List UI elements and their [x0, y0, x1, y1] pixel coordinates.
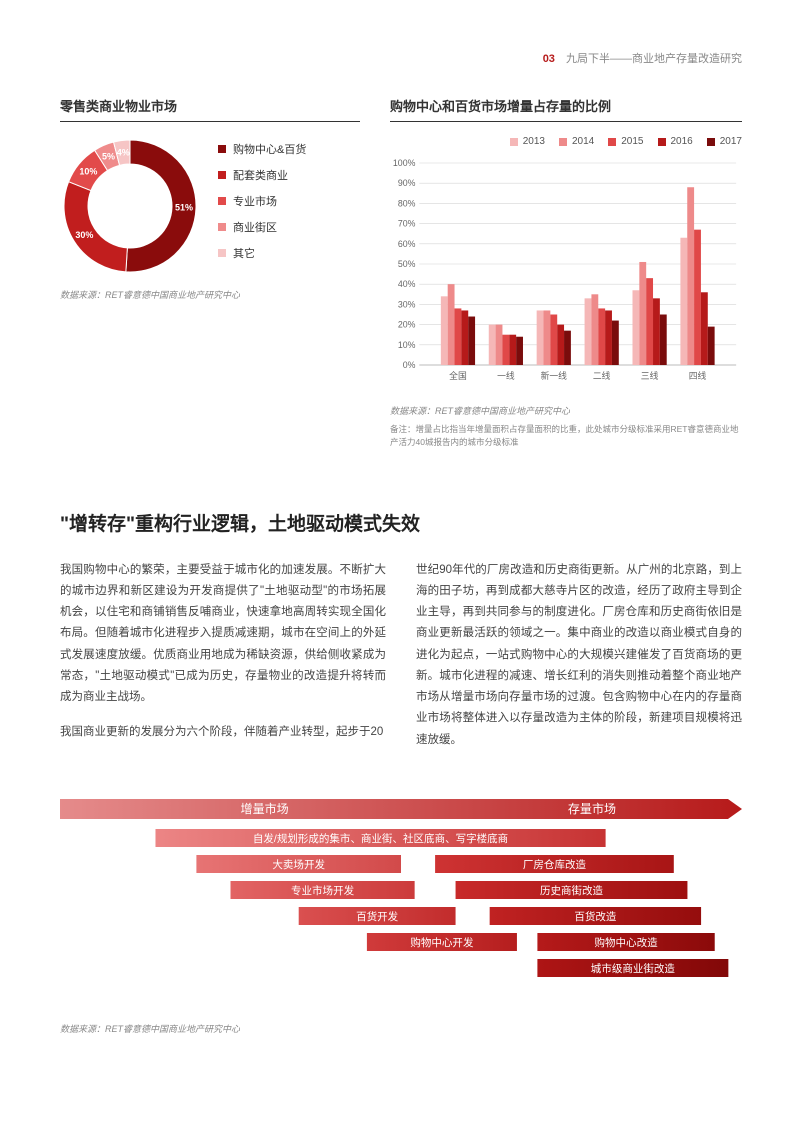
legend-swatch [707, 138, 715, 146]
legend-label: 专业市场 [233, 193, 277, 209]
svg-text:0%: 0% [403, 360, 416, 370]
donut-chart: 51% 30% 10% 5%4% [60, 136, 200, 276]
flow-source: 数据来源：RET睿意德中国商业地产研究中心 [60, 1022, 742, 1035]
legend-swatch [218, 223, 226, 231]
legend-swatch [218, 197, 226, 205]
svg-text:一线: 一线 [497, 370, 515, 381]
svg-text:40%: 40% [398, 279, 416, 289]
svg-text:90%: 90% [398, 178, 416, 188]
svg-text:厂房仓库改造: 厂房仓库改造 [523, 858, 587, 871]
legend-swatch [510, 138, 518, 146]
svg-text:30%: 30% [398, 299, 416, 309]
legend-label: 其它 [233, 245, 255, 261]
legend-swatch [218, 145, 226, 153]
body-text: 我国商业更新的发展分为六个阶段，伴随着产业转型，起步于20 [60, 722, 386, 743]
legend-swatch [658, 138, 666, 146]
svg-text:10%: 10% [398, 340, 416, 350]
legend-swatch [559, 138, 567, 146]
svg-text:购物中心改造: 购物中心改造 [595, 936, 659, 949]
body-columns: 我国购物中心的繁荣，主要受益于城市化的加速发展。不断扩大的城市边界和新区建设为开… [60, 560, 742, 765]
svg-text:100%: 100% [393, 158, 416, 168]
legend-item: 2014 [559, 136, 594, 147]
svg-text:自发/规划形成的集市、商业街、社区底商、写字楼底商: 自发/规划形成的集市、商业街、社区底商、写字楼底商 [253, 832, 508, 845]
svg-text:50%: 50% [398, 259, 416, 269]
main-heading: "增转存"重构行业逻辑，土地驱动模式失效 [60, 509, 742, 536]
svg-text:三线: 三线 [641, 370, 659, 381]
svg-text:历史商街改造: 历史商街改造 [540, 884, 604, 897]
svg-text:4%: 4% [117, 147, 130, 157]
legend-item: 购物中心&百货 [218, 141, 306, 157]
svg-text:新一线: 新一线 [541, 370, 567, 381]
svg-text:20%: 20% [398, 320, 416, 330]
flow-diagram-section: 增量市场 存量市场自发/规划形成的集市、商业街、社区底商、写字楼底商大卖场开发 厂房… [60, 795, 742, 1035]
legend-label: 购物中心&百货 [233, 141, 306, 157]
legend-label: 2017 [720, 136, 742, 147]
svg-text:四线: 四线 [689, 370, 707, 381]
legend-item: 2017 [707, 136, 742, 147]
legend-label: 2016 [671, 136, 693, 147]
donut-chart-section: 零售类商业物业市场 51% 30% 10% 5%4% 购物中心&百货配套类商业专业市场… [60, 96, 360, 449]
legend-label: 商业街区 [233, 219, 277, 235]
bar-chart-section: 购物中心和百货市场增量占存量的比例 2013 2014 2015 2016 2017 0… [390, 96, 742, 449]
svg-text:10%: 10% [79, 167, 97, 177]
svg-text:专业市场开发: 专业市场开发 [291, 884, 355, 897]
legend-item: 2013 [510, 136, 545, 147]
body-text: 世纪90年代的厂房改造和历史商街更新。从广州的北京路，到上海的田子坊，再到成都大… [416, 560, 742, 751]
flow-diagram: 增量市场 存量市场自发/规划形成的集市、商业街、社区底商、写字楼底商大卖场开发 厂房… [60, 795, 742, 1005]
legend-swatch [218, 249, 226, 257]
svg-text:60%: 60% [398, 239, 416, 249]
donut-source: 数据来源：RET睿意德中国商业地产研究中心 [60, 288, 360, 301]
body-col-2: 世纪90年代的厂房改造和历史商街更新。从广州的北京路，到上海的田子坊，再到成都大… [416, 560, 742, 765]
legend-label: 2015 [621, 136, 643, 147]
legend-label: 配套类商业 [233, 167, 288, 183]
legend-item: 其它 [218, 245, 306, 261]
svg-text:城市级商业街改造: 城市级商业街改造 [591, 962, 676, 975]
donut-title: 零售类商业物业市场 [60, 96, 360, 122]
body-col-1: 我国购物中心的繁荣，主要受益于城市化的加速发展。不断扩大的城市边界和新区建设为开… [60, 560, 386, 765]
legend-swatch [218, 171, 226, 179]
svg-text:全国: 全国 [449, 370, 467, 381]
svg-text:51%: 51% [175, 203, 193, 213]
legend-label: 2013 [523, 136, 545, 147]
bar-source: 数据来源：RET睿意德中国商业地产研究中心 [390, 404, 742, 417]
body-text: 我国购物中心的繁荣，主要受益于城市化的加速发展。不断扩大的城市边界和新区建设为开… [60, 560, 386, 709]
page-title: 九局下半——商业地产存量改造研究 [566, 53, 742, 65]
bar-title: 购物中心和百货市场增量占存量的比例 [390, 96, 742, 122]
donut-legend: 购物中心&百货配套类商业专业市场商业街区其它 [218, 141, 306, 271]
svg-text:购物中心开发: 购物中心开发 [410, 936, 474, 949]
svg-text:70%: 70% [398, 219, 416, 229]
svg-text:增量市场: 增量市场 [241, 801, 289, 816]
svg-text:80%: 80% [398, 198, 416, 208]
legend-item: 2016 [658, 136, 693, 147]
legend-item: 专业市场 [218, 193, 306, 209]
svg-text:30%: 30% [75, 230, 93, 240]
svg-text:百货改造: 百货改造 [574, 910, 617, 923]
legend-item: 配套类商业 [218, 167, 306, 183]
svg-text:百货开发: 百货开发 [356, 910, 399, 923]
legend-swatch [608, 138, 616, 146]
legend-item: 2015 [608, 136, 643, 147]
bar-remark: 备注：增量占比指当年增量面积占存量面积的比重，此处城市分级标准采用RET睿意德商… [390, 423, 742, 449]
svg-text:大卖场开发: 大卖场开发 [272, 858, 325, 871]
svg-text:存量市场: 存量市场 [568, 801, 616, 816]
legend-item: 商业街区 [218, 219, 306, 235]
page-header: 03 九局下半——商业地产存量改造研究 [60, 50, 742, 66]
svg-text:二线: 二线 [593, 370, 611, 381]
bar-chart: 0% 10% 20% 30% 40% 50% 60% 70% 80% 90% 100% 全国 一线 新一线… [390, 157, 742, 387]
bar-legend: 2013 2014 2015 2016 2017 [390, 136, 742, 147]
svg-text:5%: 5% [102, 151, 115, 161]
legend-label: 2014 [572, 136, 594, 147]
page-number: 03 [543, 53, 555, 65]
